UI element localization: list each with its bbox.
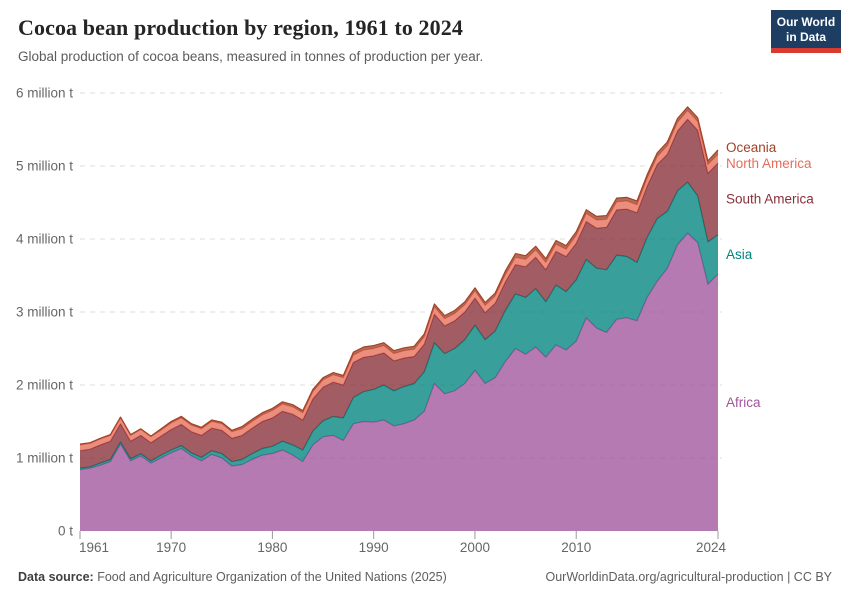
x-axis-label-2000: 2000 [460,540,490,555]
x-axis-label-1980: 1980 [257,540,287,555]
footer-credit: OurWorldinData.org/agricultural-producti… [546,570,833,584]
series-label-south-america[interactable]: South America [726,191,814,206]
source-label: Data source: [18,570,94,584]
logo-line-1: Our World [776,15,836,29]
data-source-line: Data source: Food and Agriculture Organi… [18,570,447,584]
chart-footer: Data source: Food and Agriculture Organi… [18,570,832,584]
series-label-asia[interactable]: Asia [726,247,753,262]
x-axis-label-1961: 1961 [79,540,109,555]
y-axis-label-6-million-t: 6 million t [16,86,73,101]
credit-separator: | [787,570,791,584]
y-axis-label-0-t: 0 t [58,524,73,539]
license-label: CC BY [793,570,832,584]
y-axis-label-2-million-t: 2 million t [16,378,73,393]
y-axis-label-4-million-t: 4 million t [16,232,73,247]
x-axis-label-2010: 2010 [561,540,591,555]
boundary-oceania [79,106,719,445]
page-title: Cocoa bean production by region, 1961 to… [18,15,463,40]
series-label-africa[interactable]: Africa [726,395,761,410]
y-axis-label-3-million-t: 3 million t [16,305,73,320]
series-label-north-america[interactable]: North America [726,156,812,171]
source-text: Food and Agriculture Organization of the… [97,570,447,584]
owid-logo[interactable]: Our World in Data [771,10,841,53]
chart-header: Cocoa bean production by region, 1961 to… [18,15,755,64]
x-axis-label-1970: 1970 [156,540,186,555]
credit-link[interactable]: OurWorldinData.org/agricultural-producti… [545,570,784,584]
area-africa[interactable] [80,233,718,531]
logo-line-2: in Data [785,29,826,44]
x-axis-label-1990: 1990 [359,540,389,555]
y-axis-label-1-million-t: 1 million t [16,451,73,466]
series-label-oceania[interactable]: Oceania [726,140,777,155]
y-axis-label-5-million-t: 5 million t [16,159,73,174]
page-subtitle: Global production of cocoa beans, measur… [18,49,484,64]
x-axis-label-2024: 2024 [696,540,727,555]
area-asia[interactable] [80,182,718,470]
